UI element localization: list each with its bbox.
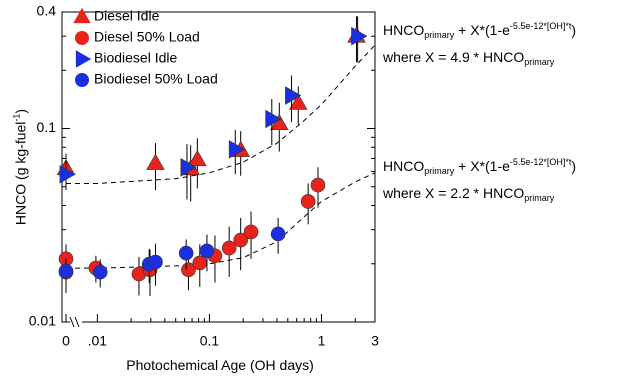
data-point xyxy=(285,86,302,105)
data-point xyxy=(178,245,194,261)
data-point xyxy=(199,243,215,259)
y-tick-label: 0.4 xyxy=(37,3,57,19)
data-point xyxy=(288,93,308,110)
x-tick-label: 3 xyxy=(371,333,379,349)
data-point xyxy=(310,177,326,193)
text-segment: -5.5e-12*[OH]*t xyxy=(509,157,572,167)
legend-label: Diesel 50% Load xyxy=(94,29,200,45)
legend-label: Diesel Idle xyxy=(94,8,160,24)
text-segment: HNCO xyxy=(383,22,425,38)
text-segment: -1 xyxy=(11,113,22,122)
axis-break-gap xyxy=(68,317,82,327)
text-segment: ) xyxy=(12,108,29,114)
data-point xyxy=(221,240,237,256)
annotation-line: HNCOprimary + X*(1-e-5.5e-12*[OH]*t) xyxy=(383,151,576,182)
text-segment: primary xyxy=(524,193,555,203)
text-segment: ) xyxy=(571,158,577,174)
text-segment: where X = 2.2 * HNCO xyxy=(383,185,525,201)
text-segment: primary xyxy=(424,30,455,40)
axis-break xyxy=(74,316,80,328)
data-point xyxy=(228,140,246,159)
legend-marker xyxy=(75,50,92,68)
data-point xyxy=(192,255,208,271)
data-point xyxy=(351,26,368,46)
fit-curve xyxy=(66,44,376,184)
data-point xyxy=(233,232,248,248)
data-point xyxy=(270,226,286,242)
data-point xyxy=(146,153,165,170)
legend-marker xyxy=(75,31,89,45)
data-point xyxy=(92,264,108,280)
data-point xyxy=(300,194,316,209)
x-tick-label: 0.1 xyxy=(200,333,220,349)
data-point xyxy=(180,158,197,177)
data-point xyxy=(58,263,74,279)
x-tick-label: .01 xyxy=(88,333,108,349)
text-segment: -5.5e-12*[OH]*t xyxy=(509,21,572,31)
text-segment: HNCO xyxy=(383,158,425,174)
text-segment: + X*(1-e xyxy=(454,158,510,174)
annotation-line: where X = 2.2 * HNCOprimary xyxy=(383,182,576,209)
text-segment: where X = 4.9 * HNCO xyxy=(383,49,525,65)
text-segment: ) xyxy=(571,22,577,38)
legend-marker xyxy=(73,7,91,24)
data-point xyxy=(243,224,259,240)
y-tick-label: 0.1 xyxy=(37,119,57,135)
text-segment: primary xyxy=(424,166,455,176)
x-tick-label: 0 xyxy=(62,333,70,349)
x-axis-label: Photochemical Age (OH days) xyxy=(126,357,314,373)
annotation: HNCOprimary + X*(1-e-5.5e-12*[OH]*t) wher… xyxy=(383,15,576,73)
annotation-line: HNCOprimary + X*(1-e-5.5e-12*[OH]*t) xyxy=(383,15,576,46)
legend-label: Biodiesel 50% Load xyxy=(94,71,218,87)
text-segment: primary xyxy=(524,57,555,67)
text-segment: + X*(1-e xyxy=(454,22,510,38)
data-point xyxy=(59,165,76,184)
legend-marker xyxy=(75,73,89,87)
y-tick-label: 0.01 xyxy=(29,313,56,329)
axis-break xyxy=(69,316,75,328)
annotation-line: where X = 4.9 * HNCOprimary xyxy=(383,46,576,73)
annotation: HNCOprimary + X*(1-e-5.5e-12*[OH]*t) wher… xyxy=(383,151,576,209)
text-segment: HNCO (g kg-fuel xyxy=(12,121,29,226)
data-point xyxy=(148,254,163,270)
legend-label: Biodiesel Idle xyxy=(94,50,177,66)
data-point xyxy=(265,109,282,129)
y-axis-label: HNCO (g kg-fuel-1) xyxy=(12,109,29,225)
data-point xyxy=(188,149,207,167)
data-point xyxy=(181,262,196,278)
x-tick-label: 1 xyxy=(318,333,326,349)
